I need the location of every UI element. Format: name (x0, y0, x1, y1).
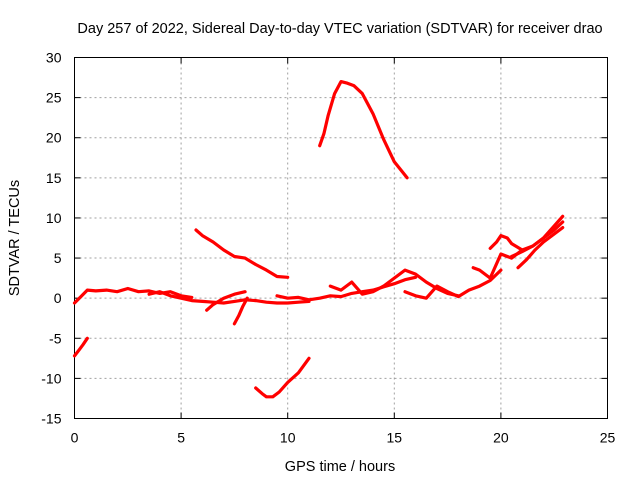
series-arc-2 (72, 286, 194, 305)
y-tick-label: -10 (41, 370, 61, 386)
grid (74, 57, 608, 419)
series-arc-3 (147, 290, 311, 305)
series-arc-7 (254, 356, 311, 399)
series-arc-15 (510, 214, 565, 259)
series-arc-5 (205, 290, 247, 312)
x-tick-label: 20 (493, 430, 509, 446)
x-axis-label: GPS time / hours (285, 459, 395, 475)
data-series (72, 79, 565, 399)
y-tick-label: -15 (41, 411, 61, 427)
y-tick-label: 30 (46, 50, 62, 66)
y-tick-label: -5 (49, 330, 62, 346)
y-tick-label: 25 (46, 90, 62, 106)
series-arc-1 (72, 336, 89, 358)
series-arc-8 (275, 275, 418, 302)
series-arc-6 (232, 296, 249, 326)
y-tick-labels: -15 -10 -5 0 5 10 15 20 25 30 (41, 50, 61, 427)
x-tick-label: 25 (600, 430, 616, 446)
x-tick-label: 15 (387, 430, 403, 446)
series-arc-11 (403, 268, 503, 300)
y-tick-label: 10 (46, 210, 62, 226)
x-tick-label: 10 (280, 430, 296, 446)
plot-frame (74, 57, 608, 419)
series-arc-9 (318, 79, 409, 180)
series-arc-13 (488, 234, 524, 252)
y-tick-label: 20 (46, 130, 62, 146)
series-arc-4 (194, 228, 290, 279)
y-tick-label: 5 (54, 250, 62, 266)
y-tick-label: 0 (54, 290, 62, 306)
y-axis-label: SDTVAR / TECUs (7, 180, 23, 296)
y-tick-label: 15 (46, 170, 62, 186)
x-tick-label: 5 (177, 430, 185, 446)
x-tick-label: 0 (71, 430, 79, 446)
series-arc-14 (516, 226, 565, 270)
x-tick-labels: 0 5 10 15 20 25 (71, 430, 616, 446)
axis-ticks (74, 57, 608, 419)
chart-title: Day 257 of 2022, Sidereal Day-to-day VTE… (77, 21, 602, 37)
